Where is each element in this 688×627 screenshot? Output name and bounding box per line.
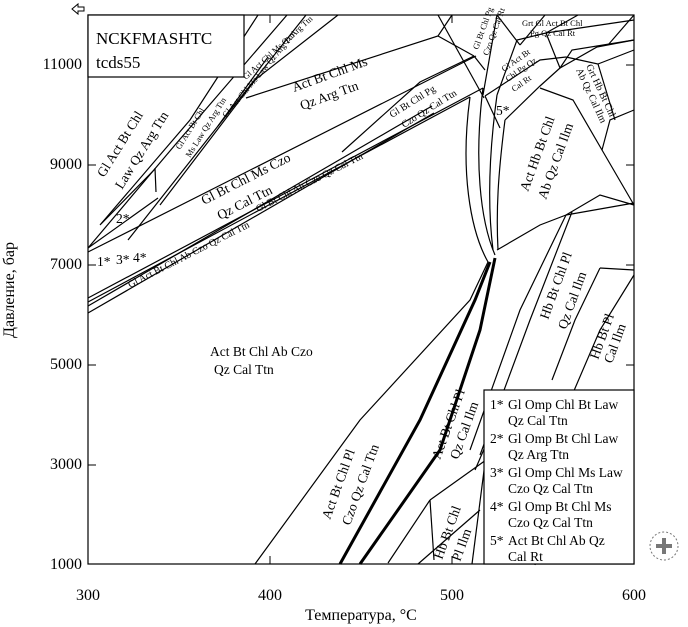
- thick-boundaries: [338, 257, 497, 565]
- legend-line: Cal Rt: [508, 549, 543, 564]
- point-labels: 1* 2* 3* 4* 5*: [97, 103, 510, 269]
- legend-line: Czo Qz Cal Ttn: [508, 515, 593, 530]
- legend-line: Act Bt Chl Ab Qz: [508, 533, 605, 548]
- point-label-5: 5*: [496, 103, 510, 118]
- legend-key: 3*: [490, 465, 504, 480]
- point-label-3: 3*: [116, 252, 130, 267]
- y-tick: 1000: [50, 556, 82, 573]
- model-title-box: NCKFMASHTC tcds55: [87, 14, 245, 78]
- x-tick: 500: [440, 587, 464, 604]
- field-label: Grt Gl Act Bt Chl: [522, 18, 583, 28]
- field-label: Qz Cal Ttn: [214, 362, 274, 377]
- x-tick: 600: [622, 587, 646, 604]
- y-axis-title: Давление, бар: [1, 242, 18, 338]
- legend-key: 5*: [490, 533, 504, 548]
- point-label-4: 4*: [133, 250, 147, 265]
- field-label: Pg Qz Cal Rt: [530, 28, 576, 38]
- y-tick-labels: 1000 3000 5000 7000 9000 11000: [43, 56, 82, 573]
- y-tick: 7000: [50, 256, 82, 273]
- point-label-2: 2*: [116, 211, 130, 226]
- y-tick: 11000: [43, 56, 82, 73]
- legend-key: 4*: [490, 499, 504, 514]
- point-label-1: 1*: [97, 254, 111, 269]
- legend-key: 1*: [490, 397, 504, 412]
- x-axis-title: Температура, °С: [305, 607, 417, 624]
- legend-line: Gl Omp Chl Bt Law: [508, 397, 618, 412]
- legend-line: Czo Qz Cal Ttn: [508, 481, 593, 496]
- y-tick: 9000: [50, 156, 82, 173]
- legend-line: Qz Cal Ttn: [508, 413, 568, 428]
- legend-line: Gl Omp Bt Chl Ms: [508, 499, 612, 514]
- dataset-name: tcds55: [96, 53, 140, 72]
- y-tick: 5000: [50, 356, 82, 373]
- field-label: Act Bt Chl Ab Czo: [210, 344, 313, 359]
- logo-icon: [649, 531, 679, 561]
- x-tick-labels: 300 400 500 600: [76, 587, 646, 604]
- legend-line: Qz Arg Ttn: [508, 447, 569, 462]
- phase-boundaries: [87, 14, 635, 566]
- legend-key: 2*: [490, 431, 504, 446]
- field-label: Gl Act Chl Ms Qz Arg Ttn: [241, 13, 315, 81]
- x-tick: 400: [258, 587, 282, 604]
- legend-line: Gl Omp Bt Chl Law: [508, 431, 618, 446]
- legend-line: Gl Omp Chl Ms Law: [508, 465, 623, 480]
- y-tick: 3000: [50, 456, 82, 473]
- legend-box: 1* Gl Omp Chl Bt Law Qz Cal Ttn 2* Gl Om…: [483, 389, 635, 565]
- back-arrow-icon[interactable]: [71, 2, 85, 16]
- x-tick: 300: [76, 587, 100, 604]
- system-name: NCKFMASHTC: [96, 29, 212, 48]
